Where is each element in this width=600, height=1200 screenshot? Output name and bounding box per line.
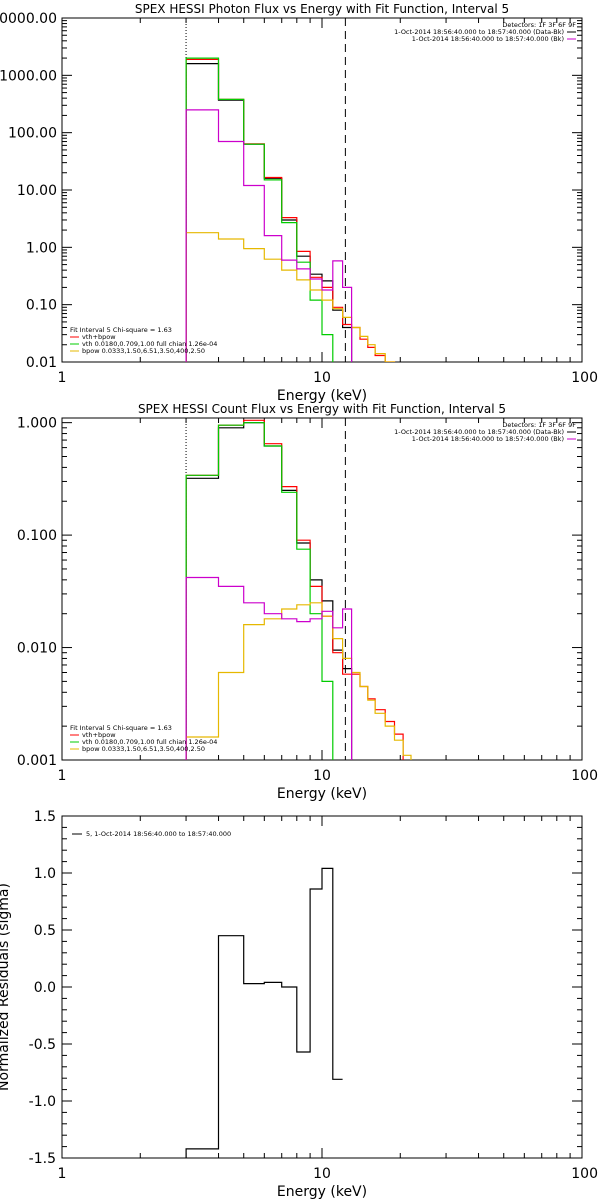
legend-entry: vth 0.0180,0.709,1.00 full chian 1.26e-0… [82, 340, 217, 348]
x-axis-label: Energy (keV) [277, 786, 367, 802]
x-tick-label: 1 [58, 768, 67, 784]
x-tick-label: 10 [313, 1166, 331, 1182]
y-tick-label: 0.10 [26, 298, 57, 314]
series-bk [185, 576, 353, 760]
plot-frame [61, 815, 583, 1159]
y-tick-label: 1.0 [34, 866, 56, 882]
y-tick-label: 1000.00 [0, 68, 57, 84]
series-vth-bpow [185, 58, 396, 362]
legend-entry: bpow 0.0333,1.50,6.51,3.50,400,2.50 [82, 347, 205, 355]
y-tick-label: 0.5 [34, 923, 56, 939]
chart-title: SPEX HESSI Photon Flux vs Energy with Fi… [135, 2, 509, 16]
header-line: 1-Oct-2014 18:56:40.000 to 18:57:40.000 … [394, 428, 564, 436]
x-tick-label: 100 [571, 768, 598, 784]
legend-entry: vth 0.0180,0.709,1.00 full chian 1.26e-0… [82, 738, 217, 746]
legend-entry: vth+bpow [82, 731, 116, 739]
series-bpow [185, 602, 412, 760]
header-line: Detectors: 1F 3F 6F 9F [502, 421, 576, 429]
x-tick-label: 10 [313, 370, 331, 386]
legend-entry: bpow 0.0333,1.50,6.51,3.50,400,2.50 [82, 745, 205, 753]
series-bpow [185, 232, 396, 362]
series-residuals [185, 867, 343, 1158]
series-bk [185, 109, 353, 362]
x-axis-label: Energy (keV) [277, 1184, 367, 1200]
y-tick-label: -1.5 [29, 1151, 56, 1167]
y-tick-label: 100.00 [8, 126, 57, 142]
x-tick-label: 1 [58, 1166, 67, 1182]
y-tick-label: 0.01 [26, 355, 57, 371]
y-tick-label: 1.5 [34, 809, 56, 825]
series-vth [185, 422, 334, 760]
y-axis-label: Normalized Residuals (sigma) [0, 883, 12, 1091]
y-tick-label: -1.0 [29, 1094, 56, 1110]
legend-header: Fit Interval 5 Chi-square = 1.63 [70, 724, 172, 732]
y-tick-label: 0000.00 [0, 11, 57, 27]
x-tick-label: 10 [313, 768, 331, 784]
y-tick-label: 0.100 [17, 528, 57, 544]
header-line: 1-Oct-2014 18:56:40.000 to 18:57:40.000 … [412, 35, 564, 43]
legend-entry: vth+bpow [82, 333, 116, 341]
series-group [185, 419, 412, 760]
legend-entry: 5, 1-Oct-2014 18:56:40.000 to 18:57:40.0… [86, 830, 231, 838]
plot-panel-3: 1 10 100 Energy (keV) 1.5 1.0 0.5 0.0 -0.5 -1.0 -1… [0, 809, 598, 1200]
y-tick-label: 1.00 [26, 240, 57, 256]
y-tick-label: 1.000 [17, 416, 57, 432]
y-tick-label: 10.00 [17, 183, 57, 199]
x-tick-label: 100 [571, 1166, 598, 1182]
x-tick-label: 100 [571, 370, 598, 386]
y-tick-label: -0.5 [29, 1037, 56, 1053]
header-line: 1-Oct-2014 18:56:40.000 to 18:57:40.000 … [394, 28, 564, 36]
y-tick-label: 0.0 [34, 980, 56, 996]
chart-title: SPEX HESSI Count Flux vs Energy with Fit… [138, 402, 506, 416]
header-line: Detectors: 1F 3F 6F 9F [502, 21, 576, 29]
y-tick-label: 0.010 [17, 641, 57, 657]
plot-panel-1: SPEX HESSI Photon Flux vs Energy with Fi… [0, 2, 598, 404]
series-group [185, 867, 343, 1158]
x-axis-label: Energy (keV) [277, 388, 367, 404]
header-line: 1-Oct-2014 18:56:40.000 to 18:57:40.000 … [412, 435, 564, 443]
y-tick-label: 0.001 [17, 753, 57, 769]
series-group [185, 57, 396, 362]
series-vth [185, 57, 334, 362]
x-tick-label: 1 [58, 370, 67, 386]
series-data-bk [185, 422, 353, 760]
series-data-bk [185, 63, 353, 362]
legend-header: Fit Interval 5 Chi-square = 1.63 [70, 326, 172, 334]
plot-panel-2: SPEX HESSI Count Flux vs Energy with Fit… [17, 402, 598, 802]
